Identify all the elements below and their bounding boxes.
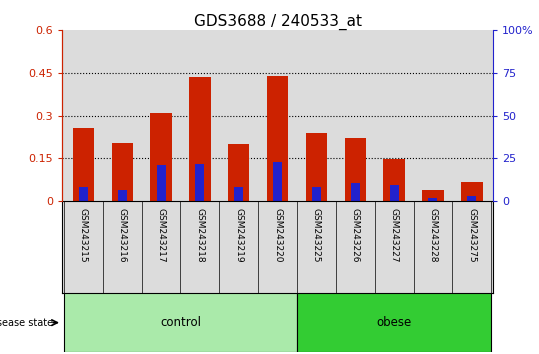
Bar: [351, 183, 360, 201]
Bar: [390, 185, 399, 201]
Bar: [150, 113, 172, 201]
Text: control: control: [160, 316, 201, 329]
Bar: [312, 187, 321, 201]
Text: GSM243275: GSM243275: [467, 209, 476, 263]
Bar: [267, 76, 288, 201]
Bar: [228, 144, 250, 201]
Text: GSM243220: GSM243220: [273, 209, 282, 263]
Bar: [422, 190, 444, 201]
Bar: [73, 129, 94, 201]
Text: disease state: disease state: [0, 318, 57, 328]
Text: obese: obese: [377, 316, 412, 329]
Text: GSM243226: GSM243226: [351, 209, 360, 263]
Bar: [112, 143, 133, 201]
Bar: [156, 165, 165, 201]
Text: GSM243217: GSM243217: [156, 209, 165, 263]
Bar: [196, 164, 204, 201]
Bar: [273, 162, 282, 201]
Bar: [467, 196, 476, 201]
Bar: [64, 293, 297, 352]
Bar: [234, 187, 243, 201]
Bar: [189, 77, 211, 201]
Bar: [306, 133, 327, 201]
Bar: [118, 190, 127, 201]
Text: GSM243225: GSM243225: [312, 209, 321, 263]
Bar: [79, 187, 88, 201]
Text: GSM243216: GSM243216: [118, 209, 127, 263]
Bar: [461, 182, 482, 201]
Text: GSM243215: GSM243215: [79, 209, 88, 263]
Text: GSM243219: GSM243219: [234, 209, 243, 263]
Bar: [429, 198, 438, 201]
Bar: [383, 159, 405, 201]
Title: GDS3688 / 240533_at: GDS3688 / 240533_at: [194, 14, 362, 30]
Text: GSM243228: GSM243228: [429, 209, 438, 263]
Bar: [344, 138, 366, 201]
Bar: [297, 293, 491, 352]
Text: GSM243227: GSM243227: [390, 209, 399, 263]
Text: GSM243218: GSM243218: [196, 209, 204, 263]
